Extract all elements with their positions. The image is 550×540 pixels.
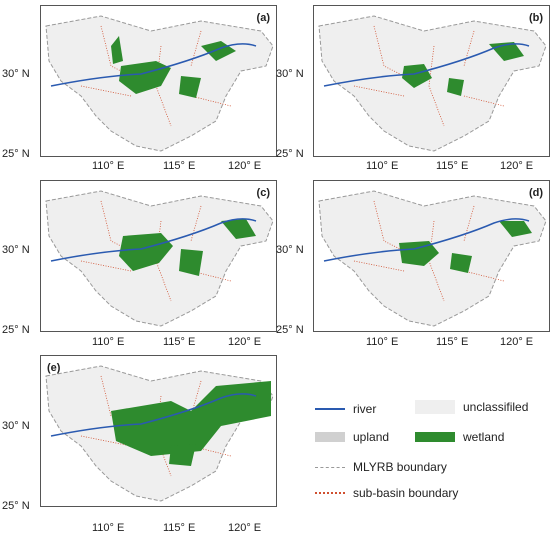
map-a [45, 15, 274, 152]
map-b [318, 15, 547, 152]
lat-tick-25-c: 25° N [2, 324, 30, 336]
map-d [318, 190, 547, 327]
lat-tick-30-a: 30° N [2, 68, 30, 80]
lon-tick-115-d: 115° E [436, 336, 469, 348]
lon-tick-115-b: 115° E [436, 160, 469, 172]
map-c [45, 190, 274, 327]
lon-tick-120-d: 120° E [500, 336, 534, 348]
lat-tick-30-c: 30° N [2, 244, 30, 256]
panel-label-d: (d) [528, 187, 543, 199]
lon-tick-120-c: 120° E [228, 336, 262, 348]
legend-river: river [315, 402, 376, 416]
lon-tick-120-b: 120° E [500, 160, 534, 172]
legend-mlyrb-boundary: MLYRB boundary [315, 460, 447, 474]
lon-tick-110-d: 110° E [366, 336, 399, 348]
legend-upland: upland [315, 430, 389, 444]
lon-tick-115-e: 115° E [163, 522, 196, 534]
lon-tick-110-a: 110° E [92, 160, 125, 172]
lat-tick-25-a: 25° N [2, 148, 30, 160]
map-panel-d: (d) [313, 180, 550, 332]
legend-wetland: wetland [415, 430, 504, 444]
lat-tick-25-d: 25° N [276, 324, 304, 336]
map-panel-e: (e) [40, 355, 277, 507]
lat-tick-25-b: 25° N [276, 148, 304, 160]
lon-tick-110-c: 110° E [92, 336, 125, 348]
lon-tick-115-c: 115° E [163, 336, 196, 348]
map-panel-b: (b) [313, 5, 550, 157]
legend-unclassified: unclassifiled [415, 400, 528, 414]
panel-label-b: (b) [528, 12, 543, 24]
lon-tick-120-e: 120° E [228, 522, 262, 534]
panel-label-c: (c) [256, 187, 270, 199]
lat-tick-25-e: 25° N [2, 500, 30, 512]
map-panel-c: (c) [40, 180, 277, 332]
lat-tick-30-d: 30° N [276, 244, 304, 256]
panel-label-a: (a) [256, 12, 270, 24]
lat-tick-30-e: 30° N [2, 420, 30, 432]
legend-subbasin-boundary: sub-basin boundary [315, 486, 458, 500]
lon-tick-115-a: 115° E [163, 160, 196, 172]
map-panel-a: (a) [40, 5, 277, 157]
lat-tick-30-b: 30° N [276, 68, 304, 80]
map-e [45, 365, 274, 502]
lon-tick-120-a: 120° E [228, 160, 262, 172]
lon-tick-110-b: 110° E [366, 160, 399, 172]
lon-tick-110-e: 110° E [92, 522, 125, 534]
map-legend: river unclassifiled upland wetland MLYRB… [315, 400, 545, 510]
panel-label-e: (e) [47, 362, 61, 374]
